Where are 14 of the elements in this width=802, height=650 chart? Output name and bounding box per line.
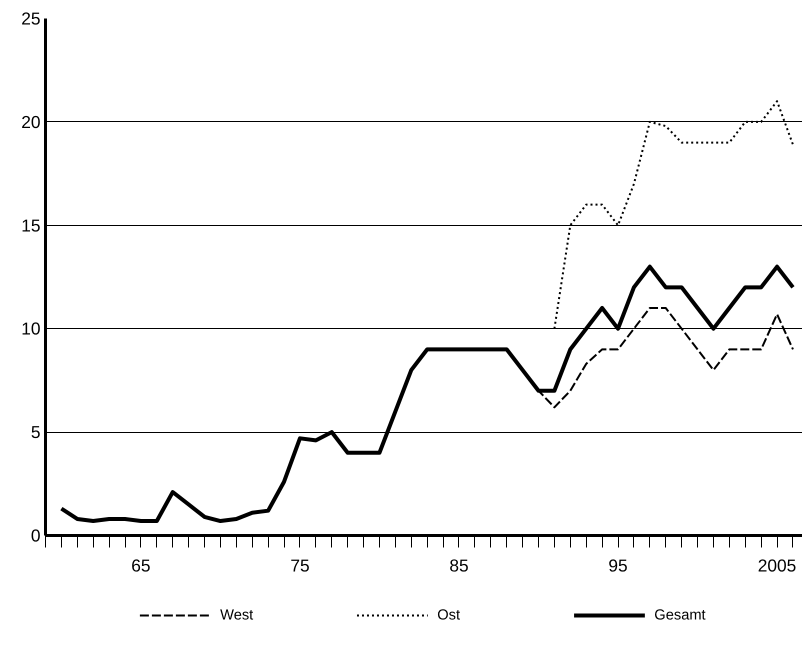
y-tick-label: 0 [30,526,41,546]
x-tick-label: 95 [608,556,628,576]
y-tick-label: 25 [21,8,41,28]
legend-label: Ost [437,608,460,624]
legend-label: Gesamt [654,608,706,624]
x-tick-label: 65 [131,556,151,576]
y-tick-label: 5 [30,422,41,442]
legend-label: West [220,608,254,624]
x-tick-label: 2005 [758,556,796,576]
y-tick-label: 15 [21,215,41,236]
x-tick-label: 75 [290,556,310,576]
x-tick-label: 85 [449,556,469,576]
y-tick-label: 20 [21,112,41,132]
y-tick-label: 10 [21,318,41,339]
